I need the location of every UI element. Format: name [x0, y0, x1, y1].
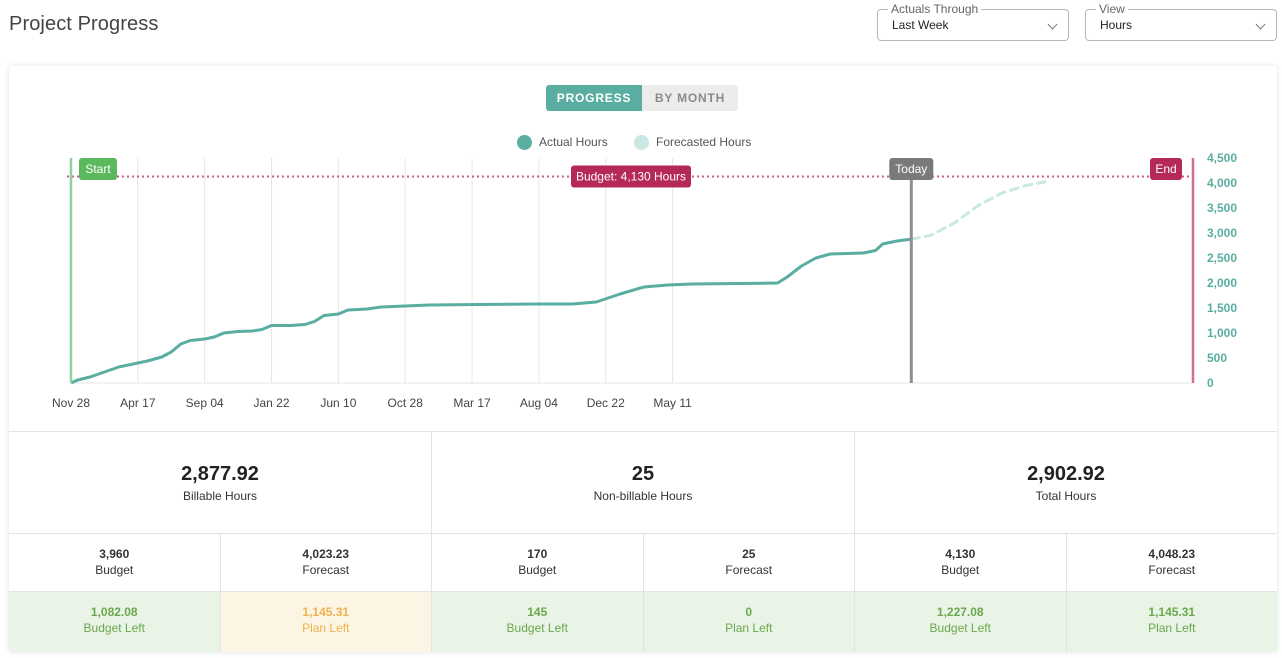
start-marker-label: Start [85, 162, 111, 176]
summary-bottom-label: Plan Left [302, 621, 350, 635]
summary-top-label: Billable Hours [182, 489, 258, 503]
x-tick-label: Dec 22 [587, 396, 625, 410]
y-tick-label: 4,000 [1207, 176, 1237, 190]
summary-top-label: Total Hours [1035, 489, 1097, 503]
tab-by-month[interactable]: BY MONTH [642, 85, 738, 111]
series-line-actual [70, 237, 912, 385]
summary-bottom-cell: 0 Plan Left [643, 592, 855, 652]
legend-label-forecast: Forecasted Hours [656, 135, 752, 149]
summary-bottom-cell: 1,082.08 Budget Left [9, 592, 221, 652]
summary-middle-label: Budget [941, 563, 980, 577]
summary-middle-label: Forecast [302, 563, 350, 577]
summary-bottom-label: Plan Left [1148, 621, 1196, 635]
legend-actual[interactable]: Actual Hours [517, 133, 608, 151]
budget-marker-label: Budget: 4,130 Hours [576, 170, 686, 184]
y-tick-label: 2,500 [1207, 251, 1237, 265]
page-title: Project Progress [9, 13, 159, 35]
summary-bottom-value: 145 [527, 605, 548, 619]
view-toggle: PROGRESS BY MONTH [546, 85, 738, 111]
summary-bottom-value: 1,082.08 [90, 605, 138, 619]
y-tick-label: 1,000 [1207, 326, 1237, 340]
x-tick-label: Oct 28 [388, 396, 424, 410]
legend-dot-actual [517, 134, 532, 150]
summary-middle-label: Forecast [725, 563, 773, 577]
series-line-forecast [909, 180, 1047, 241]
actuals-through-label: Actuals Through [888, 2, 982, 16]
tab-progress[interactable]: PROGRESS [546, 85, 642, 111]
x-tick-label: May 11 [653, 396, 692, 410]
end-marker-label: End [1155, 162, 1176, 176]
view-value: Hours [1100, 18, 1133, 32]
y-tick-label: 500 [1207, 351, 1227, 365]
summary-middle-cell: 170 Budget [432, 534, 644, 591]
y-tick-label: 1,500 [1207, 301, 1237, 315]
summary-middle-cell: 25 Forecast [644, 534, 855, 591]
summary-bottom-cell: 1,145.31 Plan Left [220, 592, 432, 652]
x-tick-label: Nov 28 [52, 396, 90, 410]
summary-bottom-value: 0 [745, 605, 753, 619]
end-marker-pill [1150, 158, 1182, 180]
summary-top-cell: 25 Non-billable Hours [432, 432, 855, 533]
x-tick-label: Sep 04 [186, 396, 224, 410]
summary-middle-value: 170 [527, 547, 548, 561]
x-tick-label: Mar 17 [453, 396, 491, 410]
legend-label-actual: Actual Hours [539, 135, 608, 149]
y-tick-label: 3,500 [1207, 201, 1237, 215]
summary-bottom-value: 1,227.08 [936, 605, 984, 619]
summary-bottom-value: 1,145.31 [1148, 605, 1196, 619]
summary-middle-cell: 4,048.23 Forecast [1067, 534, 1278, 591]
summary-bottom-label: Budget Left [83, 621, 145, 635]
summary-middle-value: 4,023.23 [302, 547, 350, 561]
x-tick-label: Apr 17 [120, 396, 156, 410]
chevron-down-icon [1255, 19, 1266, 30]
summary-middle-label: Budget [518, 563, 557, 577]
summary-middle-label: Forecast [1148, 563, 1196, 577]
today-marker-label: Today [895, 162, 927, 176]
summary-middle-cell: 4,023.23 Forecast [221, 534, 432, 591]
x-tick-label: Jan 22 [254, 396, 290, 410]
summary-middle-cell: 3,960 Budget [9, 534, 221, 591]
summary-stats: 2,877.92 Billable Hours 25 Non-billable Hou… [9, 431, 1277, 652]
summary-bottom-row: 1,082.08 Budget Left 1,145.31 Plan Left 145 B… [9, 592, 1277, 652]
summary-middle-cell: 4,130 Budget [855, 534, 1067, 591]
actuals-through-value: Last Week [892, 18, 949, 32]
summary-bottom-cell: 145 Budget Left [432, 592, 644, 652]
x-tick-label: Aug 04 [520, 396, 558, 410]
summary-middle-value: 4,048.23 [1148, 547, 1196, 561]
summary-bottom-cell: 1,145.31 Plan Left [1066, 592, 1277, 652]
y-tick-label: 4,500 [1207, 151, 1237, 165]
summary-middle-row: 3,960 Budget 4,023.23 Forecast 170 Budget 25 Fo… [9, 534, 1277, 592]
x-tick-label: Jun 10 [320, 396, 356, 410]
summary-middle-value: 4,130 [945, 547, 976, 561]
progress-card: PROGRESS BY MONTH Actual Hours Forecaste… [9, 66, 1277, 652]
summary-middle-label: Budget [95, 563, 134, 577]
summary-top-row: 2,877.92 Billable Hours 25 Non-billable Hou… [9, 432, 1277, 534]
view-label: View [1096, 2, 1128, 16]
summary-bottom-label: Plan Left [725, 621, 773, 635]
summary-top-cell: 2,902.92 Total Hours [855, 432, 1277, 533]
summary-top-value: 2,902.92 [1027, 463, 1105, 485]
budget-marker-pill [571, 165, 691, 188]
y-tick-label: 2,000 [1207, 276, 1237, 290]
summary-top-label: Non-billable Hours [593, 489, 693, 503]
summary-bottom-value: 1,145.31 [302, 605, 350, 619]
chevron-down-icon [1047, 19, 1058, 30]
summary-top-value: 2,877.92 [181, 463, 259, 485]
start-marker-pill [79, 158, 117, 180]
summary-middle-value: 25 [742, 547, 756, 561]
actuals-through-select[interactable]: Actuals Through Last Week [877, 2, 1069, 41]
summary-bottom-label: Budget Left [506, 621, 568, 635]
summary-top-cell: 2,877.92 Billable Hours [9, 432, 432, 533]
summary-top-value: 25 [631, 463, 655, 485]
summary-middle-value: 3,960 [99, 547, 130, 561]
today-marker-pill [889, 158, 934, 180]
view-select[interactable]: View Hours [1085, 2, 1277, 41]
y-tick-label: 3,000 [1207, 226, 1237, 240]
legend-dot-forecast [634, 134, 649, 150]
progress-chart: Nov 28 Apr 17 Sep 04 Jan 22 Jun 10 Oct 28 Mar … [52, 151, 1237, 410]
summary-bottom-label: Budget Left [929, 621, 991, 635]
y-tick-label: 0 [1207, 376, 1214, 390]
legend-forecast[interactable]: Forecasted Hours [634, 133, 751, 151]
summary-bottom-cell: 1,227.08 Budget Left [855, 592, 1067, 652]
